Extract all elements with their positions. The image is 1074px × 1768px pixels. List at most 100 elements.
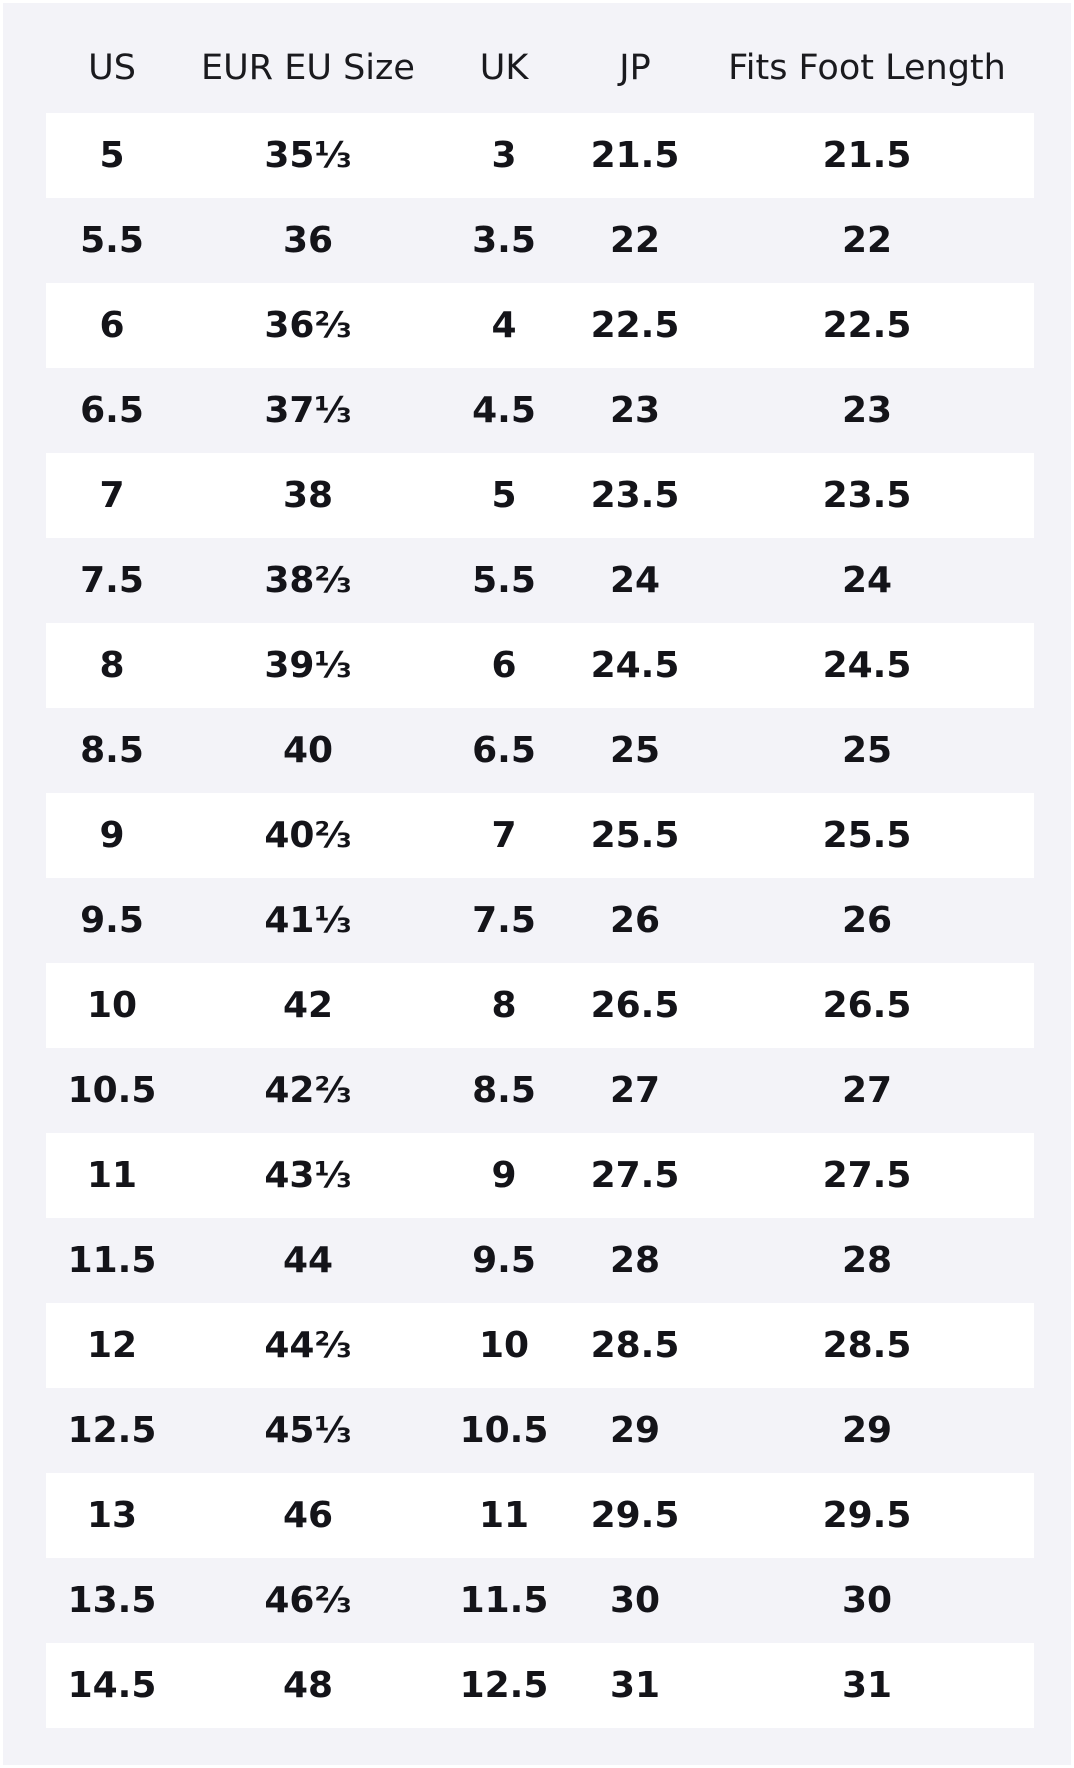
cell-jp: 23 xyxy=(609,390,661,431)
cell-eur: 36⅔ xyxy=(264,305,352,346)
cell-jp: 27.5 xyxy=(590,1155,680,1196)
table-body: 5 35⅓ 3 21.5 21.5 5.5 36 3.5 22 22 6 36⅔ 4 22.5 22.5 6.… xyxy=(46,113,1034,1728)
cell-foot-length: 22 xyxy=(841,220,893,261)
cell-eur: 46⅔ xyxy=(264,1580,352,1621)
cell-foot-length: 23 xyxy=(841,390,893,431)
cell-jp: 31 xyxy=(609,1665,661,1706)
cell-foot-length: 25 xyxy=(841,730,893,771)
cell-jp: 25 xyxy=(609,730,661,771)
cell-us: 9.5 xyxy=(80,900,144,941)
cell-foot-length: 22.5 xyxy=(822,305,912,346)
cell-uk: 4.5 xyxy=(472,390,536,431)
cell-foot-length: 24 xyxy=(841,560,893,601)
cell-uk: 5 xyxy=(491,475,517,516)
cell-us: 13.5 xyxy=(67,1580,157,1621)
cell-eur: 48 xyxy=(282,1665,334,1706)
table-row: 8.5 40 6.5 25 25 xyxy=(46,708,1034,793)
cell-uk: 7.5 xyxy=(472,900,536,941)
cell-foot-length: 23.5 xyxy=(822,475,912,516)
cell-uk: 9.5 xyxy=(472,1240,536,1281)
cell-jp: 29 xyxy=(609,1410,661,1451)
cell-us: 9 xyxy=(99,815,125,856)
cell-foot-length: 25.5 xyxy=(822,815,912,856)
cell-us: 6.5 xyxy=(80,390,144,431)
cell-jp: 24 xyxy=(609,560,661,601)
table-header-row: US EUR EU Size UK JP Fits Foot Length xyxy=(46,23,1034,113)
cell-uk: 8 xyxy=(491,985,517,1026)
cell-uk: 6 xyxy=(491,645,517,686)
cell-jp: 22 xyxy=(609,220,661,261)
cell-uk: 10.5 xyxy=(459,1410,549,1451)
table-row: 5 35⅓ 3 21.5 21.5 xyxy=(46,113,1034,198)
cell-jp: 29.5 xyxy=(590,1495,680,1536)
cell-eur: 41⅓ xyxy=(264,900,352,941)
cell-us: 7 xyxy=(99,475,125,516)
size-conversion-table: US EUR EU Size UK JP Fits Foot Length 5 3… xyxy=(46,23,1034,1728)
cell-eur: 35⅓ xyxy=(264,135,352,176)
cell-jp: 21.5 xyxy=(590,135,680,176)
table-row: 12 44⅔ 10 28.5 28.5 xyxy=(46,1303,1034,1388)
table-row: 11.5 44 9.5 28 28 xyxy=(46,1218,1034,1303)
cell-foot-length: 21.5 xyxy=(822,135,912,176)
cell-jp: 27 xyxy=(609,1070,661,1111)
cell-eur: 40⅔ xyxy=(264,815,352,856)
table-row: 14.5 48 12.5 31 31 xyxy=(46,1643,1034,1728)
cell-uk: 3 xyxy=(491,135,517,176)
cell-jp: 24.5 xyxy=(590,645,680,686)
cell-foot-length: 29.5 xyxy=(822,1495,912,1536)
table-row: 8 39⅓ 6 24.5 24.5 xyxy=(46,623,1034,708)
column-header-us: US xyxy=(88,48,136,88)
cell-uk: 4 xyxy=(491,305,517,346)
cell-eur: 39⅓ xyxy=(264,645,352,686)
cell-us: 10 xyxy=(86,985,138,1026)
cell-eur: 42⅔ xyxy=(264,1070,352,1111)
cell-foot-length: 26.5 xyxy=(822,985,912,1026)
cell-eur: 36 xyxy=(282,220,334,261)
cell-uk: 3.5 xyxy=(472,220,536,261)
table-row: 13 46 11 29.5 29.5 xyxy=(46,1473,1034,1558)
cell-uk: 5.5 xyxy=(472,560,536,601)
cell-foot-length: 27 xyxy=(841,1070,893,1111)
cell-foot-length: 28.5 xyxy=(822,1325,912,1366)
cell-jp: 22.5 xyxy=(590,305,680,346)
cell-eur: 45⅓ xyxy=(264,1410,352,1451)
cell-us: 11 xyxy=(86,1155,138,1196)
cell-uk: 12.5 xyxy=(459,1665,549,1706)
table-row: 9 40⅔ 7 25.5 25.5 xyxy=(46,793,1034,878)
cell-eur: 38⅔ xyxy=(264,560,352,601)
cell-uk: 7 xyxy=(491,815,517,856)
cell-us: 13 xyxy=(86,1495,138,1536)
table-row: 12.5 45⅓ 10.5 29 29 xyxy=(46,1388,1034,1473)
cell-uk: 6.5 xyxy=(472,730,536,771)
cell-jp: 26.5 xyxy=(590,985,680,1026)
cell-foot-length: 26 xyxy=(841,900,893,941)
cell-uk: 11 xyxy=(478,1495,530,1536)
cell-jp: 23.5 xyxy=(590,475,680,516)
cell-foot-length: 30 xyxy=(841,1580,893,1621)
column-header-jp: JP xyxy=(619,48,651,88)
table-row: 7.5 38⅔ 5.5 24 24 xyxy=(46,538,1034,623)
cell-eur: 37⅓ xyxy=(264,390,352,431)
cell-uk: 9 xyxy=(491,1155,517,1196)
cell-us: 8 xyxy=(99,645,125,686)
cell-us: 10.5 xyxy=(67,1070,157,1111)
cell-us: 8.5 xyxy=(80,730,144,771)
table-row: 7 38 5 23.5 23.5 xyxy=(46,453,1034,538)
table-row: 9.5 41⅓ 7.5 26 26 xyxy=(46,878,1034,963)
cell-us: 12 xyxy=(86,1325,138,1366)
size-chart-panel: US EUR EU Size UK JP Fits Foot Length 5 3… xyxy=(3,3,1071,1765)
cell-eur: 46 xyxy=(282,1495,334,1536)
column-header-eur: EUR EU Size xyxy=(201,48,415,88)
cell-jp: 30 xyxy=(609,1580,661,1621)
cell-jp: 28.5 xyxy=(590,1325,680,1366)
cell-foot-length: 28 xyxy=(841,1240,893,1281)
cell-eur: 44⅔ xyxy=(264,1325,352,1366)
cell-uk: 11.5 xyxy=(459,1580,549,1621)
cell-us: 12.5 xyxy=(67,1410,157,1451)
cell-foot-length: 27.5 xyxy=(822,1155,912,1196)
table-row: 5.5 36 3.5 22 22 xyxy=(46,198,1034,283)
cell-foot-length: 31 xyxy=(841,1665,893,1706)
cell-jp: 25.5 xyxy=(590,815,680,856)
cell-eur: 40 xyxy=(282,730,334,771)
cell-uk: 10 xyxy=(478,1325,530,1366)
